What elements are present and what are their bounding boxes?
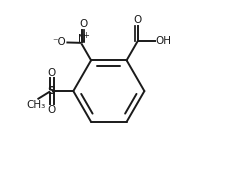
Text: S: S: [47, 86, 55, 96]
Text: O: O: [134, 15, 142, 25]
Text: O: O: [79, 19, 87, 29]
Text: O: O: [47, 105, 56, 115]
Text: CH₃: CH₃: [26, 100, 45, 110]
Text: +: +: [83, 31, 89, 40]
Text: N: N: [78, 34, 86, 44]
Text: ⁻O: ⁻O: [52, 37, 66, 47]
Text: O: O: [47, 68, 56, 78]
Text: OH: OH: [155, 36, 171, 46]
